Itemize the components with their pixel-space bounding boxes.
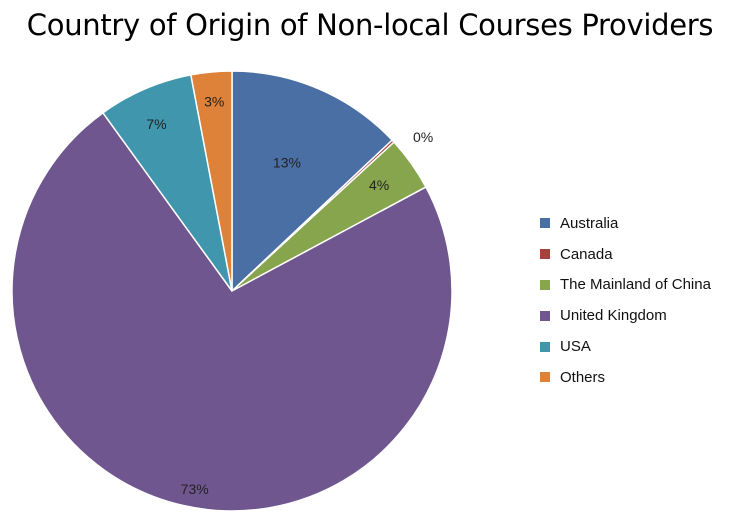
chart-title: Country of Origin of Non-local Courses P… xyxy=(26,8,714,42)
legend-item-the-mainland-of-china: The Mainland of China xyxy=(540,270,740,301)
legend-swatch xyxy=(540,279,550,290)
legend-swatch xyxy=(540,249,550,260)
legend: Australia Canada The Mainland of China Unit… xyxy=(540,208,740,393)
data-label-the-mainland-of-china: 4% xyxy=(369,177,389,193)
data-label-australia: 13% xyxy=(273,154,301,170)
pie-slice-others xyxy=(189,70,233,292)
data-label-united-kingdom: 73% xyxy=(181,481,209,497)
data-label-usa: 7% xyxy=(146,116,166,132)
data-label-canada: 0% xyxy=(413,129,433,145)
legend-swatch xyxy=(540,341,550,352)
legend-label: Australia xyxy=(560,214,619,232)
legend-item-usa: USA xyxy=(540,331,740,362)
legend-label: Others xyxy=(560,368,606,386)
legend-swatch xyxy=(540,218,550,229)
legend-item-others: Others xyxy=(540,362,740,393)
legend-item-canada: Canada xyxy=(540,239,740,270)
legend-item-united-kingdom: United Kingdom xyxy=(540,300,740,331)
legend-label: Canada xyxy=(560,245,613,263)
legend-label: United Kingdom xyxy=(560,307,667,325)
pie-slice-australia xyxy=(231,70,394,293)
legend-label: USA xyxy=(560,338,591,356)
legend-label: The Mainland of China xyxy=(560,276,711,294)
legend-item-australia: Australia xyxy=(540,208,740,239)
legend-swatch xyxy=(540,310,550,321)
legend-swatch xyxy=(540,372,550,383)
pie-slice-united-kingdom xyxy=(11,111,453,512)
data-label-others: 3% xyxy=(204,93,224,109)
